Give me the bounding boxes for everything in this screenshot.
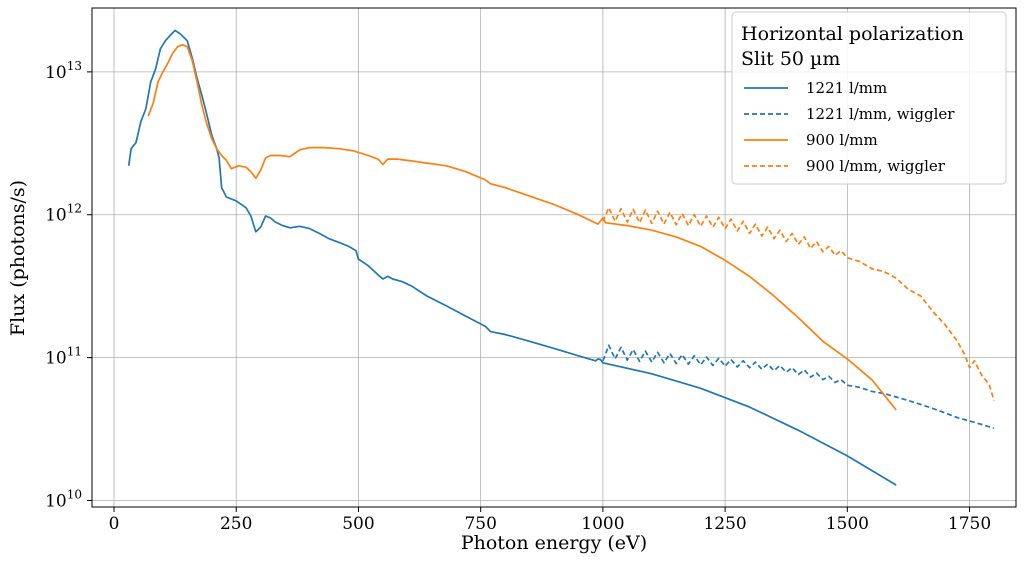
x-tick-label: 250 [220, 514, 252, 534]
y-axis-ticks: 1010 1011 1012 1013 [45, 59, 92, 511]
legend-label: 900 l/mm, wiggler [806, 157, 946, 175]
series-line [147, 43, 897, 411]
y-tick-label: 1010 [45, 487, 82, 511]
x-tick-label: 1750 [948, 514, 991, 534]
legend-title-line2: Slit 50 µm [741, 48, 840, 70]
legend-box [731, 11, 1007, 185]
legend-label: 900 l/mm [806, 131, 878, 149]
x-tick-label: 0 [109, 514, 120, 534]
legend-label: 1221 l/mm, wiggler [806, 105, 955, 123]
legend-entries: 1221 l/mm 1221 l/mm, wiggler 900 l/mm 900 l… [744, 79, 955, 175]
x-tick-label: 1500 [826, 514, 869, 534]
x-tick-label: 1000 [581, 514, 624, 534]
y-tick-label: 1013 [45, 59, 82, 83]
x-tick-label: 750 [464, 514, 496, 534]
x-axis-ticks: 0 250 500 750 1000 1250 1500 1750 [109, 507, 991, 534]
series-line [602, 206, 995, 401]
legend-title-line1: Horizontal polarization [741, 23, 964, 45]
legend: Horizontal polarization Slit 50 µm 1221 … [731, 11, 1007, 185]
x-tick-label: 500 [342, 514, 374, 534]
plot-frame [91, 7, 1017, 508]
x-axis-label: Photon energy (eV) [461, 532, 647, 554]
series-line [127, 29, 897, 486]
y-tick-label: 1011 [45, 345, 82, 369]
series-line [602, 344, 995, 430]
y-tick-label: 1012 [45, 202, 82, 226]
legend-label: 1221 l/mm [806, 79, 887, 97]
x-tick-label: 1250 [703, 514, 746, 534]
y-axis-label: Flux (photons/s) [7, 180, 29, 336]
grid [92, 8, 1016, 507]
series-layer [127, 29, 995, 486]
